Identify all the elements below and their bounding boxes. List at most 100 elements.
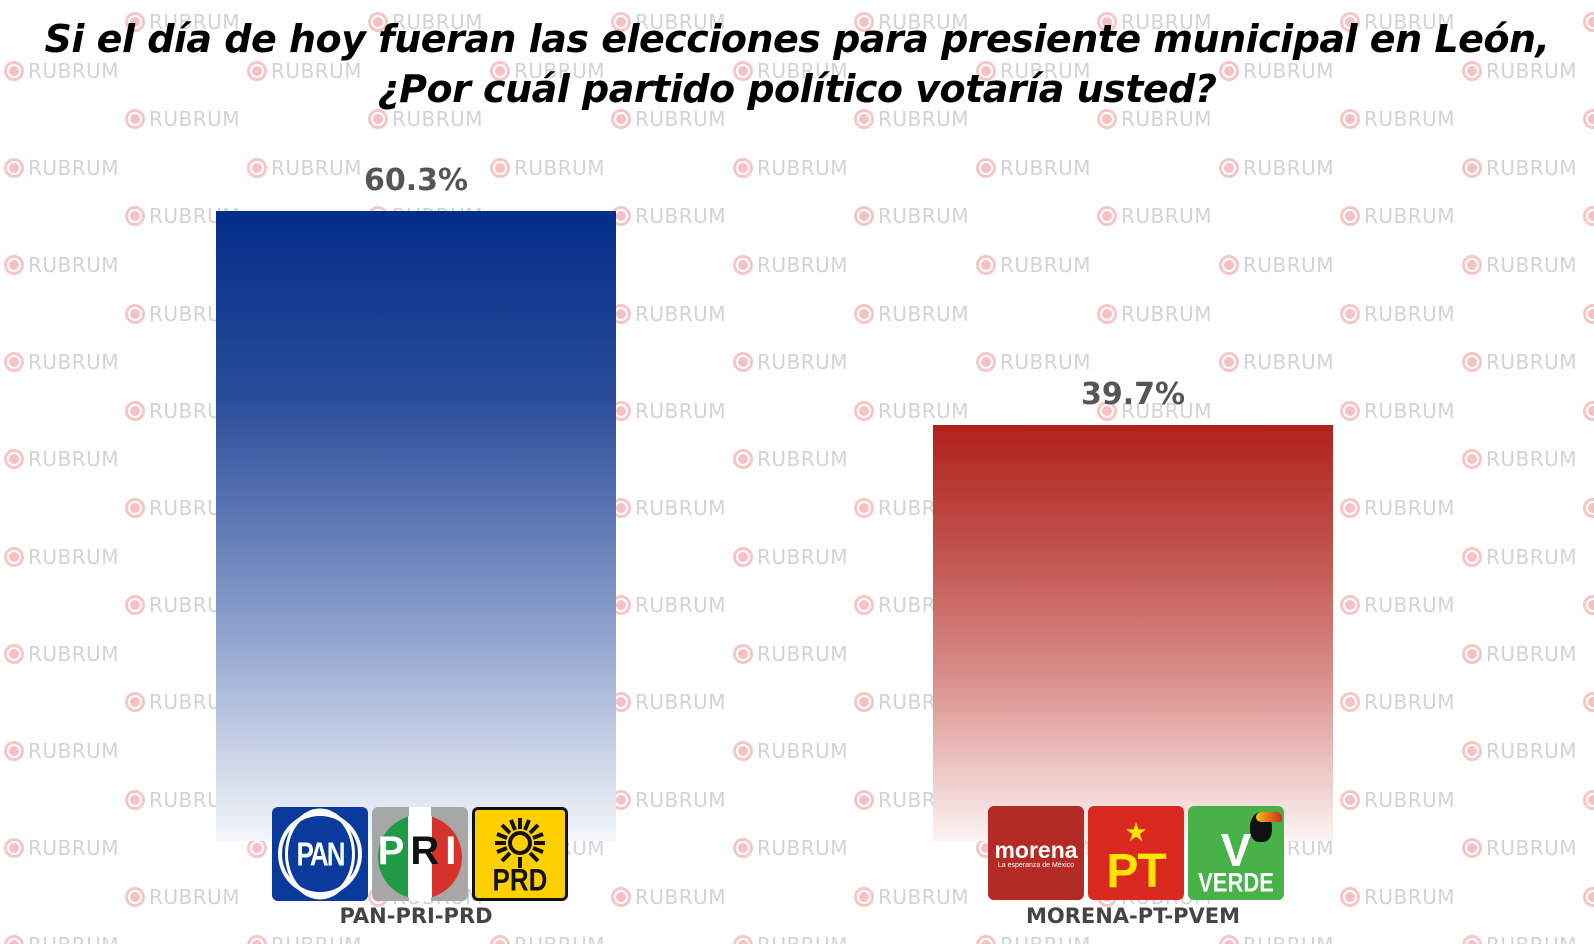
rubrum-target-icon bbox=[733, 157, 753, 178]
watermark-rubrum: RUBRUM bbox=[611, 496, 726, 520]
watermark-rubrum: RUBRUM bbox=[733, 253, 848, 277]
watermark-rubrum: RUBRUM bbox=[1340, 885, 1455, 909]
rubrum-target-icon bbox=[976, 157, 996, 178]
watermark-rubrum: RUBRUM bbox=[976, 253, 1091, 277]
pri-logo-icon: PRI bbox=[372, 807, 468, 901]
watermark-rubrum: RUBRUM bbox=[733, 933, 848, 944]
rubrum-target-icon bbox=[4, 255, 24, 275]
rubrum-target-icon bbox=[1219, 157, 1239, 178]
watermark-rubrum: RUBRUM bbox=[1219, 156, 1334, 180]
watermark-rubrum: RUBRUM bbox=[976, 156, 1091, 180]
watermark-rubrum: RUBRUM bbox=[4, 739, 119, 763]
watermark-rubrum: RUBRUM bbox=[4, 447, 119, 471]
watermark-rubrum: RUBRUM bbox=[490, 933, 605, 944]
rubrum-target-icon bbox=[4, 643, 24, 664]
prd-logo-icon: PRD bbox=[472, 807, 568, 901]
rubrum-target-icon bbox=[1462, 352, 1482, 373]
rubrum-target-icon bbox=[1340, 498, 1360, 518]
watermark-rubrum: RUBRUM bbox=[1219, 253, 1334, 277]
watermark-rubrum: RUBRUM bbox=[1462, 545, 1577, 569]
watermark-rubrum: RUBRUM bbox=[976, 350, 1091, 374]
rubrum-target-icon bbox=[4, 157, 24, 178]
rubrum-target-icon bbox=[976, 352, 996, 373]
rubrum-target-icon bbox=[733, 255, 753, 275]
rubrum-target-icon bbox=[1340, 303, 1360, 324]
watermark-rubrum: RUBRUM bbox=[854, 204, 969, 228]
watermark-rubrum: RUBRUM bbox=[4, 933, 119, 944]
rubrum-target-icon bbox=[1462, 449, 1482, 470]
rubrum-target-icon bbox=[1340, 886, 1360, 907]
watermark-rubrum: RUBRUM bbox=[1462, 156, 1577, 180]
watermark-rubrum: RUBRUM bbox=[733, 836, 848, 860]
rubrum-target-icon bbox=[1340, 595, 1360, 616]
rubrum-target-icon bbox=[490, 935, 510, 944]
rubrum-target-icon bbox=[733, 449, 753, 470]
title-line-1: Si el día de hoy fueran las elecciones p… bbox=[44, 17, 1550, 61]
watermark-rubrum: RUBRUM bbox=[733, 156, 848, 180]
watermark-rubrum: RUBRUM bbox=[1097, 204, 1212, 228]
watermark-rubrum: RUBRUM bbox=[1462, 933, 1577, 944]
rubrum-target-icon bbox=[733, 352, 753, 373]
watermark-rubrum: RUBRUM bbox=[733, 447, 848, 471]
rubrum-target-icon bbox=[125, 206, 145, 227]
rubrum-target-icon bbox=[125, 789, 145, 810]
rubrum-target-icon bbox=[1583, 206, 1594, 227]
watermark-rubrum: RUBRUM bbox=[1462, 642, 1577, 666]
category-label-pan-pri-prd: PAN-PRI-PRD bbox=[339, 904, 493, 928]
rubrum-target-icon bbox=[125, 886, 145, 907]
watermark-rubrum: RUBRUM bbox=[611, 885, 726, 909]
rubrum-target-icon bbox=[976, 935, 996, 944]
rubrum-target-icon bbox=[4, 449, 24, 470]
rubrum-target-icon bbox=[125, 498, 145, 518]
bar-pan-pri-prd bbox=[216, 211, 616, 841]
rubrum-target-icon bbox=[1340, 400, 1360, 421]
watermark-rubrum: RUBRUM bbox=[733, 545, 848, 569]
rubrum-target-icon bbox=[1340, 692, 1360, 713]
watermark-rubrum: RUBRUM bbox=[611, 302, 726, 326]
watermark-rubrum: RUBRUM bbox=[1583, 399, 1594, 423]
rubrum-target-icon bbox=[1583, 303, 1594, 324]
watermark-rubrum: RUBRUM bbox=[733, 642, 848, 666]
rubrum-target-icon bbox=[4, 352, 24, 373]
rubrum-target-icon bbox=[854, 789, 874, 810]
logos-pan-pri-prd: PAN PRI PRD bbox=[272, 807, 568, 901]
rubrum-target-icon bbox=[125, 595, 145, 616]
rubrum-target-icon bbox=[4, 935, 24, 944]
rubrum-target-icon bbox=[1219, 255, 1239, 275]
rubrum-target-icon bbox=[733, 838, 753, 859]
rubrum-target-icon bbox=[1219, 935, 1239, 944]
rubrum-target-icon bbox=[1097, 206, 1117, 227]
watermark-rubrum: RUBRUM bbox=[611, 788, 726, 812]
rubrum-target-icon bbox=[733, 546, 753, 567]
rubrum-target-icon bbox=[854, 206, 874, 227]
watermark-rubrum: RUBRUM bbox=[4, 642, 119, 666]
rubrum-target-icon bbox=[1462, 157, 1482, 178]
rubrum-target-icon bbox=[1462, 741, 1482, 761]
rubrum-target-icon bbox=[1340, 206, 1360, 227]
rubrum-target-icon bbox=[976, 255, 996, 275]
watermark-rubrum: RUBRUM bbox=[1583, 788, 1594, 812]
watermark-rubrum: RUBRUM bbox=[611, 204, 726, 228]
watermark-rubrum: RUBRUM bbox=[1583, 885, 1594, 909]
rubrum-target-icon bbox=[1583, 886, 1594, 907]
rubrum-target-icon bbox=[4, 546, 24, 567]
rubrum-target-icon bbox=[1340, 789, 1360, 810]
watermark-rubrum: RUBRUM bbox=[1462, 447, 1577, 471]
morena-logo-icon: morena La esperanza de México bbox=[988, 806, 1084, 900]
watermark-rubrum: RUBRUM bbox=[1583, 496, 1594, 520]
watermark-rubrum: RUBRUM bbox=[1340, 302, 1455, 326]
rubrum-target-icon bbox=[854, 886, 874, 907]
watermark-rubrum: RUBRUM bbox=[1583, 204, 1594, 228]
watermark-rubrum: RUBRUM bbox=[1340, 788, 1455, 812]
watermark-rubrum: RUBRUM bbox=[1219, 933, 1334, 944]
watermark-rubrum: RUBRUM bbox=[4, 253, 119, 277]
bar-morena-pt-pvem bbox=[933, 425, 1333, 841]
rubrum-target-icon bbox=[854, 303, 874, 324]
rubrum-target-icon bbox=[1583, 498, 1594, 518]
watermark-rubrum: RUBRUM bbox=[611, 690, 726, 714]
watermark-rubrum: RUBRUM bbox=[1583, 690, 1594, 714]
chart-title: Si el día de hoy fueran las elecciones p… bbox=[0, 14, 1594, 114]
watermark-rubrum: RUBRUM bbox=[611, 399, 726, 423]
rubrum-target-icon bbox=[1462, 838, 1482, 859]
watermark-rubrum: RUBRUM bbox=[976, 933, 1091, 944]
